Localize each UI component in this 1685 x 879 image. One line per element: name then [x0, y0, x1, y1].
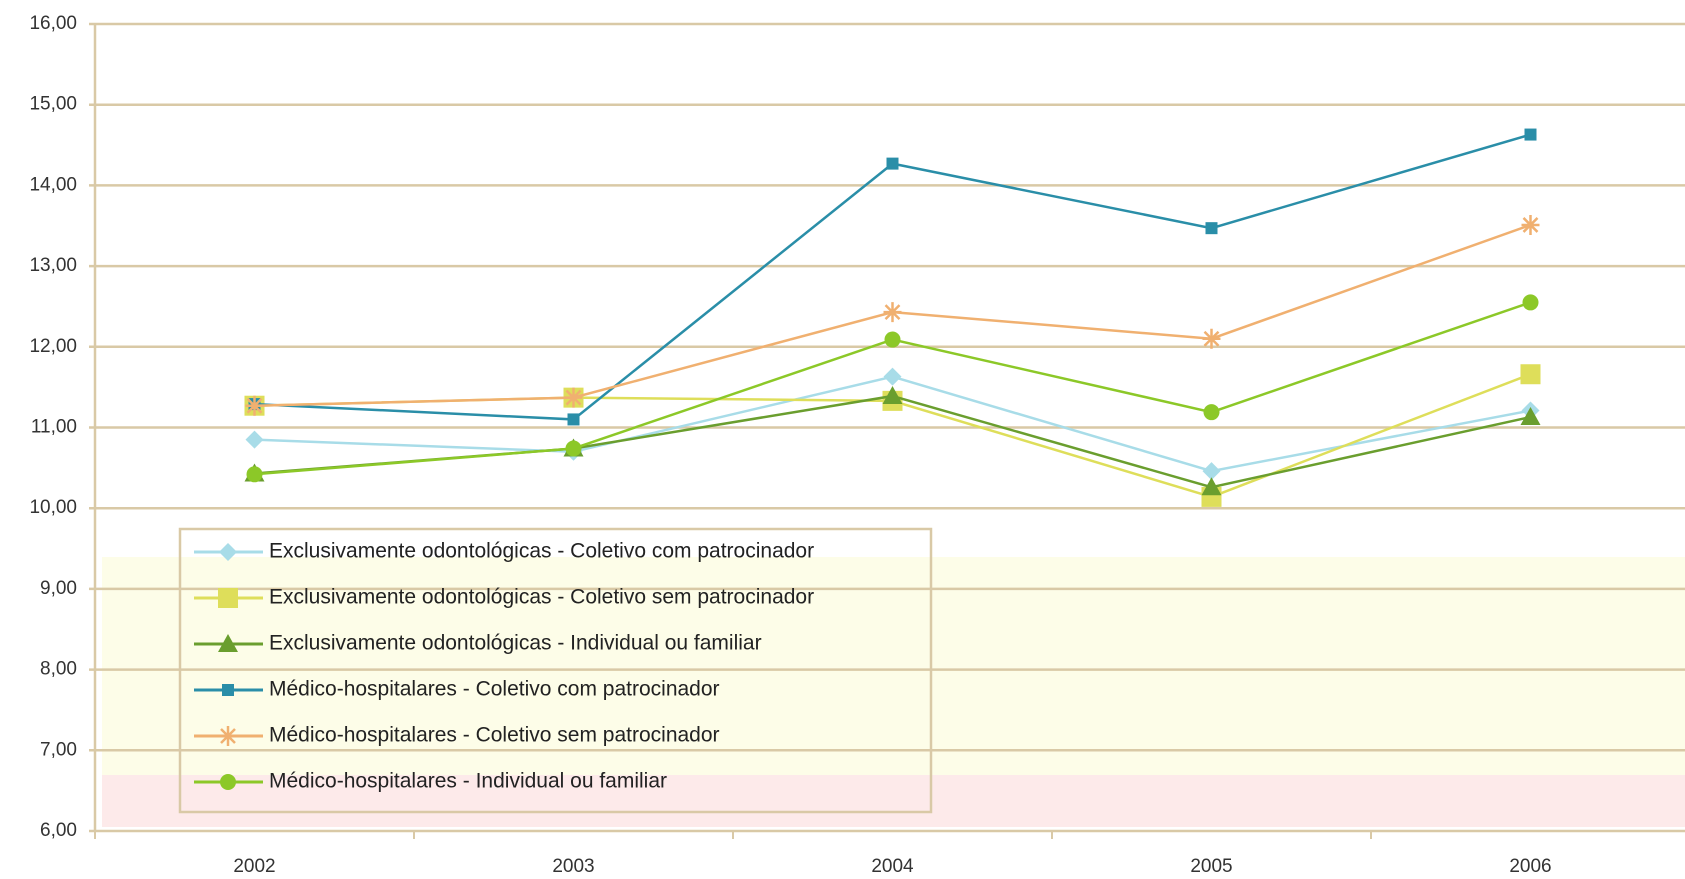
legend-label: Médico-hospitalares - Coletivo com patro… [269, 678, 720, 701]
data-point [1520, 407, 1541, 426]
data-point [565, 440, 582, 457]
legend-marker [218, 588, 238, 608]
x-tick-label: 2006 [1509, 856, 1551, 877]
data-point [245, 395, 264, 416]
data-point [883, 302, 902, 323]
data-point [1203, 404, 1220, 421]
legend-label: Exclusivamente odontológicas - Individua… [269, 632, 762, 655]
legend-marker [218, 634, 238, 652]
data-point [1202, 462, 1221, 481]
x-tick-label: 2002 [233, 856, 275, 877]
legend-label: Médico-hospitalares - Coletivo sem patro… [269, 724, 720, 747]
data-point [567, 413, 580, 426]
y-tick-label: 12,00 [29, 336, 77, 357]
data-point [886, 157, 899, 170]
legend-box [178, 527, 933, 814]
y-tick-label: 8,00 [40, 659, 77, 680]
y-tick-label: 7,00 [40, 739, 77, 760]
legend-marker [222, 684, 234, 696]
legend-marker [219, 726, 237, 746]
y-tick-label: 11,00 [31, 417, 77, 438]
y-tick-label: 6,00 [40, 820, 77, 841]
legend-marker [219, 543, 237, 561]
y-tick-label: 14,00 [29, 174, 77, 195]
data-point [1520, 364, 1541, 385]
data-point [1522, 294, 1539, 311]
background-band [102, 557, 1685, 775]
y-tick-label: 16,00 [29, 13, 77, 34]
data-point [1201, 477, 1222, 496]
data-point [1524, 128, 1537, 141]
y-tick-label: 10,00 [29, 497, 77, 518]
y-tick-label: 15,00 [29, 94, 77, 115]
data-point [884, 331, 901, 348]
legend-label: Exclusivamente odontológicas - Coletivo … [269, 586, 814, 609]
y-tick-label: 13,00 [29, 255, 77, 276]
x-tick-label: 2003 [552, 856, 594, 877]
data-point [246, 466, 263, 483]
data-point [883, 367, 902, 386]
legend: Exclusivamente odontológicas - Coletivo … [178, 527, 933, 814]
x-tick-label: 2004 [871, 856, 914, 877]
legend-marker [220, 774, 236, 790]
data-point [1202, 328, 1221, 349]
background-band [102, 775, 1685, 827]
x-tick-label: 2005 [1190, 856, 1232, 877]
data-point [1205, 222, 1218, 235]
y-tick-label: 9,00 [40, 578, 77, 599]
data-point [882, 386, 903, 405]
legend-label: Exclusivamente odontológicas - Coletivo … [269, 540, 814, 563]
data-point [564, 387, 583, 408]
data-point [245, 430, 264, 449]
legend-label: Médico-hospitalares - Individual ou fami… [269, 770, 667, 793]
data-point [1521, 214, 1540, 235]
